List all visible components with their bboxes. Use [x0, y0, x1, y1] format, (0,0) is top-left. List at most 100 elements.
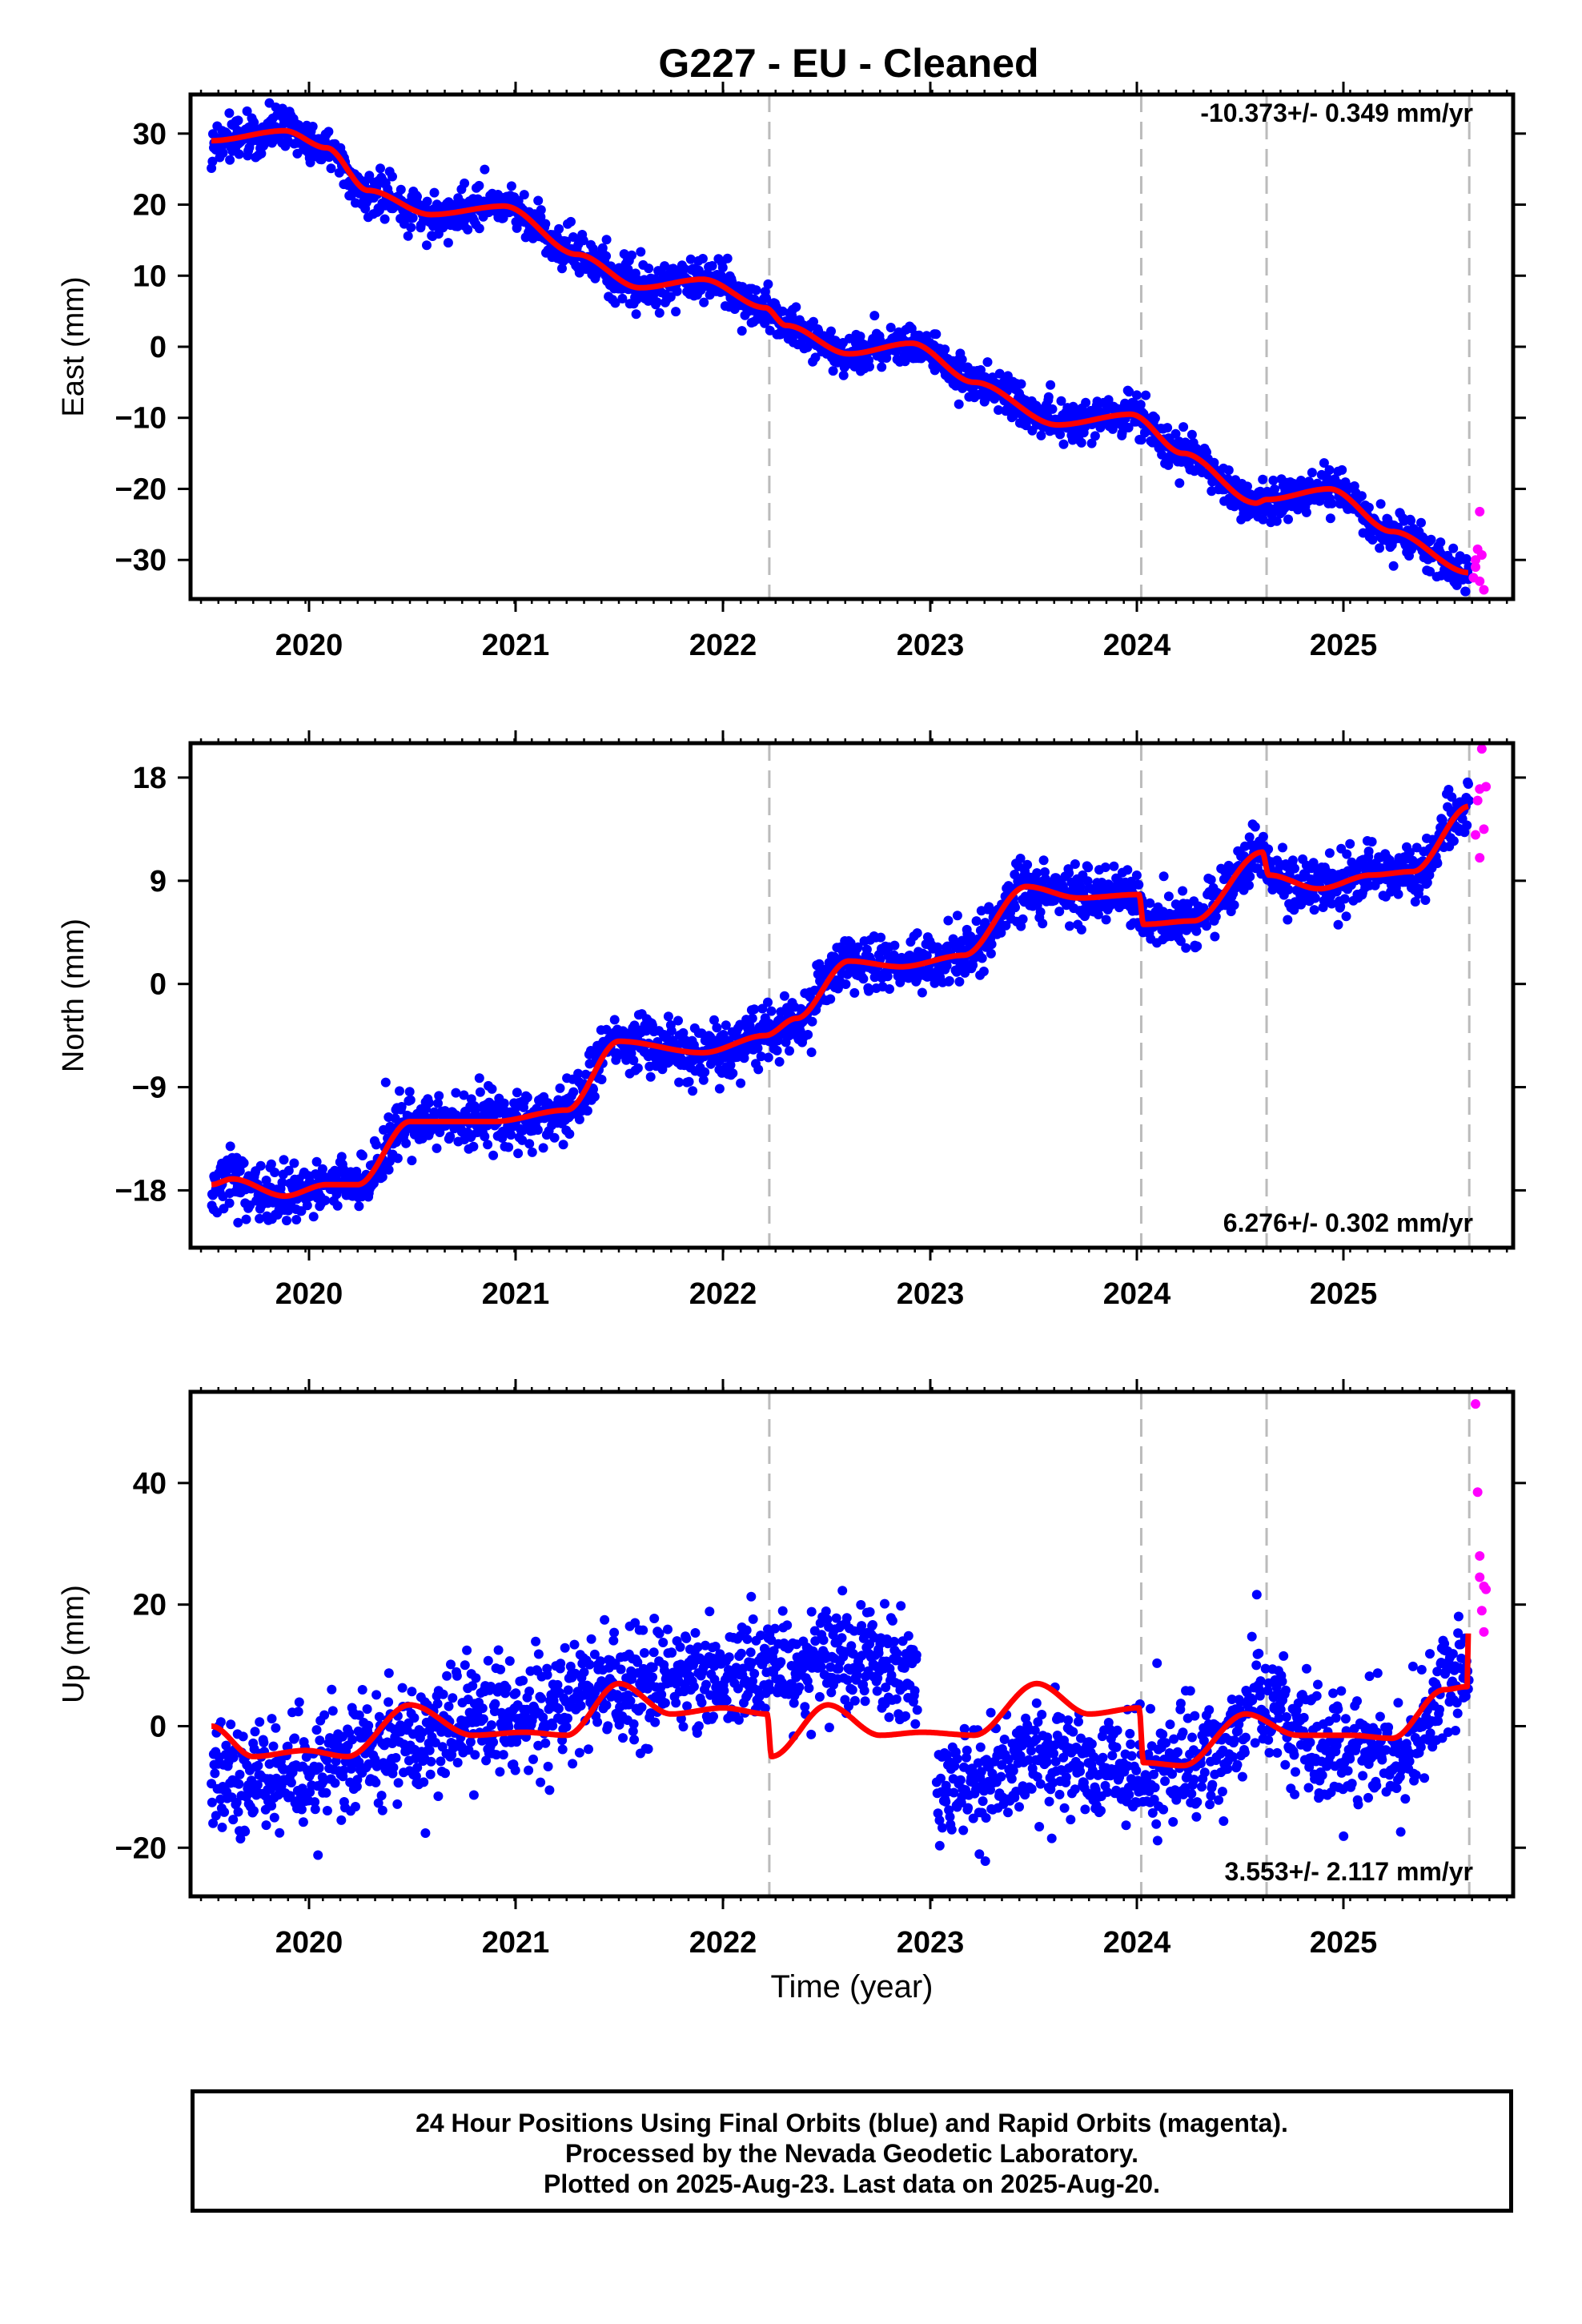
final-orbit-point	[1038, 919, 1048, 929]
final-orbit-point	[1070, 859, 1080, 869]
north-plot-area	[207, 743, 1492, 1248]
final-orbit-point	[954, 399, 964, 409]
final-orbit-point	[1158, 871, 1169, 882]
y-tick-label: −9	[132, 1072, 167, 1105]
final-orbit-point	[283, 1165, 294, 1176]
final-orbit-point	[412, 191, 422, 202]
final-orbit-point	[452, 1758, 463, 1767]
final-orbit-point	[224, 1198, 235, 1208]
final-orbit-point	[443, 238, 453, 248]
final-orbit-point	[419, 1777, 429, 1787]
final-orbit-point	[807, 1016, 817, 1027]
final-orbit-point	[1015, 854, 1026, 863]
final-orbit-point	[1032, 868, 1042, 879]
final-orbit-point	[943, 915, 954, 926]
final-orbit-point	[1058, 439, 1069, 449]
rapid-orbit-point	[1471, 830, 1481, 840]
final-orbit-point	[627, 250, 636, 260]
final-orbit-point	[753, 1043, 763, 1053]
rapid-orbit-point	[1471, 562, 1481, 573]
final-orbit-point	[921, 951, 932, 961]
final-orbit-point	[917, 987, 927, 998]
final-orbit-point	[290, 1733, 299, 1743]
final-orbit-point	[1141, 390, 1151, 400]
final-orbit-point	[1416, 517, 1426, 528]
final-orbit-point	[1163, 460, 1174, 470]
final-orbit-point	[241, 1214, 251, 1224]
final-orbit-point	[379, 214, 390, 224]
final-orbit-point	[347, 1735, 358, 1745]
final-orbit-point	[806, 1047, 817, 1057]
final-orbit-point	[1341, 911, 1351, 922]
final-orbit-point	[1363, 502, 1374, 513]
final-orbit-point	[1150, 413, 1160, 424]
final-orbit-point	[425, 1769, 436, 1779]
final-orbit-point	[429, 187, 440, 198]
final-orbit-point	[371, 1690, 382, 1700]
final-orbit-point	[1461, 553, 1472, 564]
final-orbit-point	[311, 1156, 322, 1167]
final-orbit-point	[406, 223, 416, 232]
final-orbit-point	[1268, 475, 1279, 485]
final-orbit-point	[1035, 907, 1046, 917]
final-orbit-point	[387, 171, 397, 182]
final-orbit-point	[270, 1168, 280, 1177]
final-orbit-point	[405, 1095, 416, 1105]
final-orbit-point	[1435, 537, 1446, 548]
final-orbit-point	[672, 286, 682, 296]
final-orbit-point	[826, 326, 836, 336]
final-orbit-point	[487, 1084, 497, 1094]
final-orbit-point	[259, 1737, 269, 1747]
final-orbit-point	[1016, 379, 1026, 389]
final-orbit-point	[1393, 889, 1403, 899]
final-orbit-point	[407, 1156, 417, 1166]
y-tick-label: 18	[133, 762, 167, 795]
final-orbit-point	[475, 1087, 485, 1097]
final-orbit-point	[377, 1805, 387, 1815]
final-orbit-point	[233, 115, 243, 126]
final-orbit-point	[1036, 430, 1046, 440]
final-orbit-point	[1426, 534, 1436, 545]
final-orbit-point	[1122, 865, 1133, 875]
y-tick-label: −18	[115, 1174, 167, 1208]
final-orbit-point	[1375, 499, 1386, 509]
final-orbit-point	[239, 1158, 249, 1168]
final-orbit-point	[471, 1673, 481, 1683]
final-orbit-point	[725, 1060, 736, 1070]
final-orbit-point	[853, 942, 863, 952]
final-orbit-point	[424, 1745, 435, 1755]
final-orbit-point	[1022, 859, 1033, 870]
final-orbit-point	[255, 1213, 265, 1224]
final-orbit-point	[1420, 895, 1431, 905]
final-orbit-point	[225, 1141, 235, 1152]
final-orbit-point	[323, 127, 334, 137]
y-tick-label: 0	[150, 968, 167, 1002]
final-orbit-point	[286, 1778, 296, 1787]
final-orbit-point	[517, 1135, 528, 1145]
final-orbit-point	[566, 216, 576, 227]
final-orbit-point	[327, 1706, 338, 1716]
final-orbit-point	[511, 1688, 521, 1699]
final-orbit-point	[422, 240, 432, 251]
final-orbit-point	[685, 254, 696, 264]
final-orbit-point	[876, 932, 886, 943]
final-orbit-point	[293, 1707, 303, 1717]
final-orbit-point	[849, 987, 860, 998]
final-orbit-point	[688, 1086, 698, 1096]
final-orbit-point	[432, 1699, 443, 1709]
final-orbit-point	[1043, 392, 1054, 402]
final-orbit-point	[779, 991, 789, 1001]
final-orbit-point	[996, 927, 1006, 938]
x-tick-label: 2025	[1310, 629, 1378, 662]
final-orbit-point	[751, 285, 761, 296]
final-orbit-point	[493, 1645, 504, 1655]
final-orbit-point	[536, 1777, 546, 1787]
final-orbit-point	[1342, 849, 1352, 859]
final-orbit-point	[462, 1645, 472, 1655]
final-orbit-point	[376, 1791, 387, 1801]
final-orbit-point	[336, 1815, 347, 1825]
final-orbit-point	[326, 163, 336, 174]
final-orbit-point	[249, 118, 259, 127]
final-orbit-point	[1056, 396, 1066, 406]
